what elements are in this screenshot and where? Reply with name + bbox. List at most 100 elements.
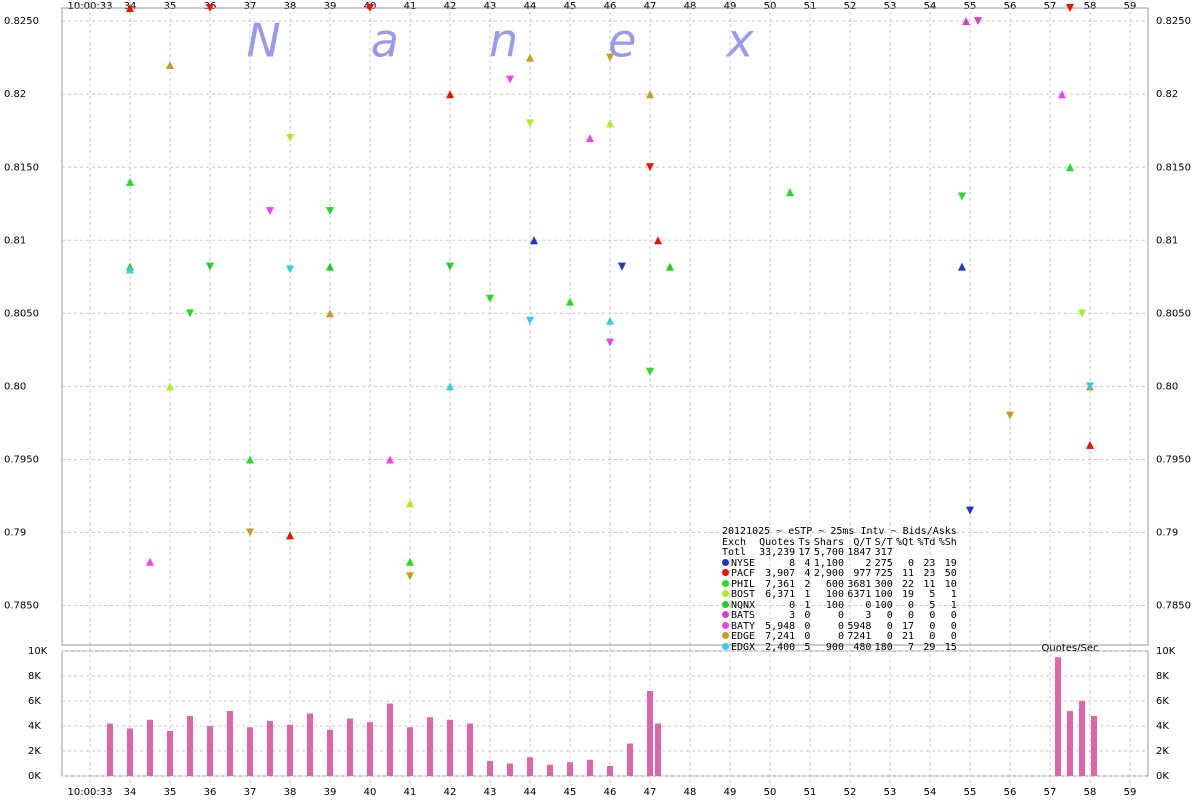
legend-label: BATY [731, 620, 756, 632]
legend-cell: 6371 [847, 589, 872, 600]
y-tick-label: 4K [1156, 721, 1169, 732]
legend-cell: 900 [825, 641, 844, 653]
x-tick-label: 44 [524, 1, 537, 12]
quote-point [962, 17, 970, 26]
x-tick-label: 36 [204, 787, 217, 798]
x-tick-label: 38 [284, 787, 297, 798]
quote-point [646, 163, 654, 172]
quote-point [966, 506, 974, 515]
x-tick-label: 50 [764, 787, 777, 798]
quote-point [146, 557, 154, 566]
legend-row: BATY 5,948 0 0 5948 0 17 0 0 [722, 620, 960, 633]
y-tick-label: 0.8050 [1156, 308, 1191, 319]
legend-cell: PHIL [722, 579, 759, 591]
legend-cell: 2 [865, 557, 872, 569]
legend-cell: BATS [722, 610, 759, 622]
quote-point [958, 192, 966, 201]
x-tick-label: 49 [724, 1, 737, 12]
legend-label: EDGE [731, 631, 756, 642]
legend-cell: 8 [789, 557, 796, 569]
quote-point [286, 134, 294, 143]
y-tick-label: 0.7950 [4, 454, 39, 465]
legend-cell: Ts [798, 536, 811, 548]
legend-marker [722, 600, 729, 608]
bar [227, 711, 233, 776]
legend-cell: EDGE [722, 631, 759, 643]
quote-point [1086, 382, 1094, 391]
bar [567, 762, 573, 776]
bar [487, 761, 493, 776]
legend-row: BATS 3 0 0 3 0 0 0 0 [722, 610, 960, 622]
legend-cell: 100 [825, 589, 844, 600]
bar [207, 726, 213, 776]
legend-cell: 17 [902, 620, 915, 632]
legend-cell: 0 [886, 620, 893, 632]
panel-title: Quotes/Sec [1042, 643, 1099, 654]
y-tick-label: 0.7850 [4, 601, 39, 612]
x-tick-label: 45 [564, 787, 577, 798]
y-tick-label: 2K [28, 746, 41, 757]
x-tick-label: 10:00:33 [68, 787, 113, 798]
quote-point [206, 4, 214, 12]
legend-cell: 7241 [847, 631, 872, 642]
x-tick-label: 54 [924, 787, 937, 798]
x-tick-label: 47 [644, 787, 657, 798]
bar [655, 723, 661, 776]
x-tick-label: 49 [724, 787, 737, 798]
quote-point [666, 262, 674, 271]
x-tick-label: 48 [684, 787, 697, 798]
quote-point [606, 53, 614, 62]
legend-cell: 300 [874, 578, 893, 590]
x-tick-label: 42 [444, 787, 457, 798]
x-tick-label: 57 [1044, 787, 1057, 798]
legend-cell: 725 [874, 568, 893, 579]
legend-cell: BATY [722, 620, 759, 633]
quote-point [958, 262, 966, 271]
quote-point [486, 294, 494, 303]
bar [1079, 701, 1085, 776]
legend-table: 20121025 ~ eSTP ~ 25ms Intv ~ Bids/Asks E… [722, 526, 960, 654]
quote-point [246, 528, 254, 537]
bar [367, 722, 373, 776]
legend-cell: 5948 [847, 620, 872, 632]
legend-cell: 1847 [847, 547, 872, 558]
legend-row: EDGX 2,400 5 900 480 180 7 29 15 [722, 641, 960, 654]
quote-point [526, 119, 534, 128]
x-tick-label: 56 [1004, 1, 1017, 12]
legend-cell: 100 [874, 589, 893, 600]
legend-cell: 23 [923, 568, 936, 579]
x-tick-label: 39 [324, 1, 337, 12]
x-tick-label: 37 [244, 1, 257, 12]
legend-cell: 0 [804, 620, 811, 632]
legend-label: PACF [731, 568, 756, 579]
quote-point [126, 177, 134, 186]
quote-point [446, 90, 454, 99]
y-tick-label: 0.81 [4, 235, 26, 246]
y-tick-label: 0.80 [1156, 381, 1178, 392]
x-tick-label: 43 [484, 787, 497, 798]
bar [287, 724, 293, 776]
bar [1067, 711, 1073, 776]
legend-row: EDGE 7,241 0 0 7241 0 21 0 0 [722, 631, 960, 643]
legend-cell: 1 [804, 589, 811, 600]
y-tick-label: 4K [28, 721, 41, 732]
quote-point [1066, 4, 1074, 12]
quote-point [654, 236, 662, 245]
quote-point [618, 262, 626, 271]
x-tick-label: 55 [964, 1, 977, 12]
y-tick-label: 8K [1156, 671, 1169, 682]
quote-point [186, 309, 194, 318]
legend-cell: 7,241 [765, 631, 796, 642]
legend-cell: 600 [825, 578, 844, 590]
legend-row: NQNX 0 1 100 0 100 0 5 1 [722, 599, 960, 612]
quote-point [366, 4, 374, 12]
x-tick-label: 44 [524, 787, 537, 798]
bar [167, 731, 173, 776]
legend-cell: 100 [825, 599, 844, 611]
y-tick-label: 0K [28, 771, 41, 782]
legend-cell: 2,400 [765, 641, 796, 653]
quote-point [606, 119, 614, 128]
legend-cell: 0 [865, 599, 872, 611]
legend-cell: 29 [923, 641, 936, 653]
bar [387, 703, 393, 776]
